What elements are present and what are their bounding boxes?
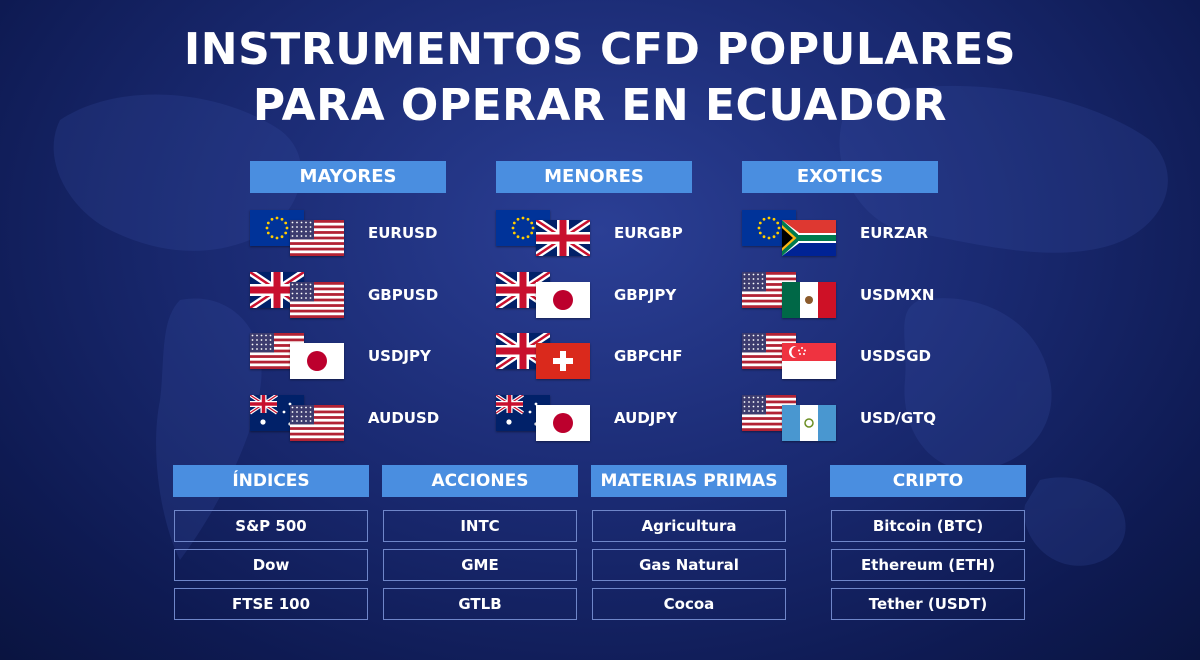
category-item: GME xyxy=(383,549,577,581)
currency-pair-label: GBPJPY xyxy=(614,286,677,304)
currency-pair-item: GBPJPY xyxy=(496,272,716,318)
currency-pair-item: EURGBP xyxy=(496,210,716,256)
title-line-1: INSTRUMENTOS CFD POPULARES xyxy=(183,24,1017,75)
jp-flag-icon xyxy=(536,282,590,318)
uk-flag-icon xyxy=(536,220,590,256)
category-header: CRIPTO xyxy=(830,465,1026,497)
category-item: Agricultura xyxy=(592,510,786,542)
currency-pair-label: EURGBP xyxy=(614,224,683,242)
currency-pair-label: USD/GTQ xyxy=(860,409,936,427)
currency-pair-item: USD/GTQ xyxy=(742,395,962,441)
currency-pair-flags xyxy=(250,333,350,379)
jp-flag-icon xyxy=(290,343,344,379)
currency-pair-flags xyxy=(742,395,842,441)
currency-pair-label: AUDUSD xyxy=(368,409,440,427)
title-line-2: PARA OPERAR EN ECUADOR xyxy=(252,80,948,131)
currency-pair-label: EURUSD xyxy=(368,224,438,242)
category-header: ACCIONES xyxy=(382,465,578,497)
category-item: Bitcoin (BTC) xyxy=(831,510,1025,542)
currency-pair-label: GBPCHF xyxy=(614,347,683,365)
currency-pair-flags xyxy=(496,272,596,318)
category-item: Ethereum (ETH) xyxy=(831,549,1025,581)
ch-flag-icon xyxy=(536,343,590,379)
category-item: FTSE 100 xyxy=(174,588,368,620)
currency-pair-item: GBPCHF xyxy=(496,333,716,379)
category-item: Gas Natural xyxy=(592,549,786,581)
currency-pair-item: EURUSD xyxy=(250,210,470,256)
category-item: Tether (USDT) xyxy=(831,588,1025,620)
category-item: Dow xyxy=(174,549,368,581)
us-flag-icon xyxy=(290,220,344,256)
currency-pair-flags xyxy=(742,333,842,379)
mx-flag-icon xyxy=(782,282,836,318)
currency-pair-item: AUDUSD xyxy=(250,395,470,441)
currency-pair-label: USDJPY xyxy=(368,347,431,365)
currency-pair-item: USDMXN xyxy=(742,272,962,318)
us-flag-icon xyxy=(290,282,344,318)
currency-pair-label: GBPUSD xyxy=(368,286,439,304)
category-item: INTC xyxy=(383,510,577,542)
category-item: S&P 500 xyxy=(174,510,368,542)
forex-column-header: MAYORES xyxy=(250,161,446,193)
jp-flag-icon xyxy=(536,405,590,441)
currency-pair-label: USDMXN xyxy=(860,286,935,304)
currency-pair-flags xyxy=(250,395,350,441)
currency-pair-item: USDSGD xyxy=(742,333,962,379)
currency-pair-item: USDJPY xyxy=(250,333,470,379)
us-flag-icon xyxy=(290,405,344,441)
currency-pair-flags xyxy=(496,395,596,441)
currency-pair-flags xyxy=(496,333,596,379)
currency-pair-label: EURZAR xyxy=(860,224,929,242)
currency-pair-flags xyxy=(496,210,596,256)
currency-pair-flags xyxy=(742,210,842,256)
currency-pair-flags xyxy=(250,272,350,318)
currency-pair-label: USDSGD xyxy=(860,347,932,365)
category-header: MATERIAS PRIMAS xyxy=(591,465,787,497)
currency-pair-label: AUDJPY xyxy=(614,409,678,427)
forex-column-header: MENORES xyxy=(496,161,692,193)
za-flag-icon xyxy=(782,220,836,256)
category-item: Cocoa xyxy=(592,588,786,620)
category-item: GTLB xyxy=(383,588,577,620)
currency-pair-item: AUDJPY xyxy=(496,395,716,441)
currency-pair-item: GBPUSD xyxy=(250,272,470,318)
currency-pair-item: EURZAR xyxy=(742,210,962,256)
currency-pair-flags xyxy=(250,210,350,256)
forex-column-header: EXOTICS xyxy=(742,161,938,193)
currency-pair-flags xyxy=(742,272,842,318)
sg-flag-icon xyxy=(782,343,836,379)
page-title: INSTRUMENTOS CFD POPULARES PARA OPERAR E… xyxy=(0,22,1200,134)
category-header: ÍNDICES xyxy=(173,465,369,497)
gt-flag-icon xyxy=(782,405,836,441)
